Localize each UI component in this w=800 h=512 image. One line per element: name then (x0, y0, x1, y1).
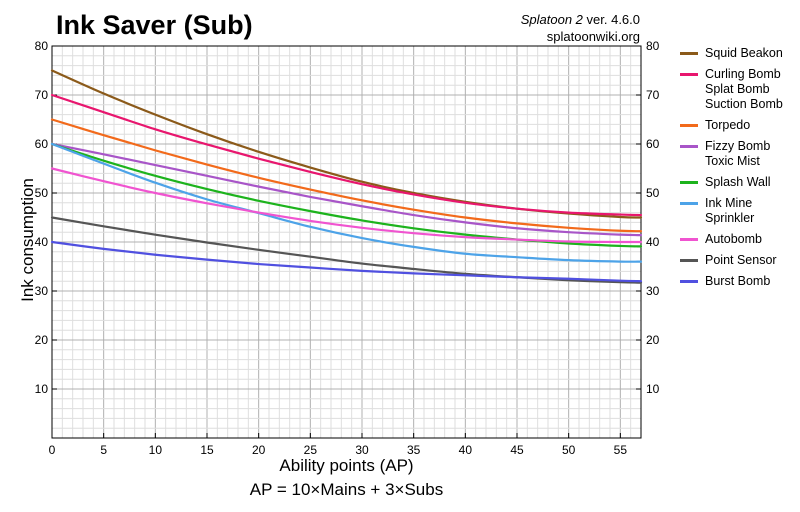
y-tick-label: 60 (35, 137, 49, 151)
legend-swatch (680, 259, 698, 262)
series-line-ink-mine (50, 142, 643, 263)
x-tick-label: 10 (149, 443, 163, 457)
legend-item-torpedo: Torpedo (680, 118, 798, 133)
legend-item-splash-wall: Splash Wall (680, 175, 798, 190)
series-line-fizzy-bomb (50, 142, 643, 237)
x-tick-label: 0 (49, 443, 56, 457)
y-tick-label-right: 20 (646, 333, 660, 347)
x-tick-label: 20 (252, 443, 266, 457)
legend-label: Burst Bomb (705, 274, 771, 288)
legend-label: Fizzy Bomb Toxic Mist (705, 139, 771, 168)
legend-label: Torpedo (705, 118, 751, 132)
y-tick-label: 40 (35, 235, 49, 249)
x-axis-label: Ability points (AP) (279, 456, 414, 475)
y-tick-label: 70 (35, 88, 49, 102)
x-tick-label: 55 (614, 443, 628, 457)
y-tick-label: 30 (35, 284, 49, 298)
legend-label: Autobomb (705, 232, 762, 246)
x-tick-label: 45 (510, 443, 524, 457)
legend-label: Squid Beakon (705, 46, 783, 60)
legend-label: Curling Bomb Splat Bomb Suction Bomb (705, 67, 783, 111)
series-line-torpedo (50, 118, 643, 233)
legend-item-burst-bomb: Burst Bomb (680, 274, 798, 289)
legend-swatch (680, 202, 698, 205)
chart-title: Ink Saver (Sub) (56, 10, 253, 40)
legend-swatch (680, 280, 698, 283)
y-tick-label-right: 60 (646, 137, 660, 151)
legend: Squid Beakon Curling Bomb Splat Bomb Suctio… (680, 46, 798, 289)
y-tick-label: 20 (35, 333, 49, 347)
legend-swatch (680, 145, 698, 148)
y-tick-label-right: 30 (646, 284, 660, 298)
site-name: splatoonwiki.org (546, 29, 640, 44)
y-tick-label-right: 70 (646, 88, 660, 102)
legend-item-squid-beakon: Squid Beakon (680, 46, 798, 61)
y-tick-label-right: 50 (646, 186, 660, 200)
y-tick-label-right: 80 (646, 39, 660, 53)
legend-item-fizzy-bomb: Fizzy Bomb Toxic Mist (680, 139, 798, 169)
x-tick-label: 30 (355, 443, 369, 457)
series-line-point-sensor (50, 216, 643, 284)
y-tick-label: 10 (35, 382, 49, 396)
legend-swatch (680, 181, 698, 184)
x-axis-sublabel: AP = 10×Mains + 3×Subs (249, 480, 444, 499)
game-name: Splatoon 2 (520, 12, 583, 27)
legend-label: Splash Wall (705, 175, 771, 189)
legend-item-ink-mine: Ink Mine Sprinkler (680, 196, 798, 226)
series-line-curling-bomb (50, 93, 643, 217)
legend-item-curling-bomb: Curling Bomb Splat Bomb Suction Bomb (680, 67, 798, 112)
y-tick-label: 50 (35, 186, 49, 200)
version-info: Splatoon 2 ver. 4.6.0 splatoonwiki.org (521, 11, 640, 45)
x-tick-label: 15 (200, 443, 214, 457)
legend-label: Ink Mine Sprinkler (705, 196, 755, 225)
x-tick-label: 5 (100, 443, 107, 457)
legend-item-autobomb: Autobomb (680, 232, 798, 247)
series-line-burst-bomb (50, 240, 643, 283)
x-tick-label: 35 (407, 443, 421, 457)
x-tick-label: 25 (304, 443, 318, 457)
legend-swatch (680, 124, 698, 127)
series-line-splash-wall (50, 142, 643, 248)
legend-swatch (680, 73, 698, 76)
y-tick-label: 80 (35, 39, 49, 53)
legend-swatch (680, 52, 698, 55)
legend-label: Point Sensor (705, 253, 777, 267)
x-tick-label: 50 (562, 443, 576, 457)
x-tick-label: 40 (459, 443, 473, 457)
y-tick-label-right: 10 (646, 382, 660, 396)
y-tick-label-right: 40 (646, 235, 660, 249)
y-axis-label: Ink consumption (18, 178, 37, 302)
version-text: ver. 4.6.0 (582, 12, 640, 27)
series-line-autobomb (50, 167, 643, 244)
legend-swatch (680, 238, 698, 241)
legend-item-point-sensor: Point Sensor (680, 253, 798, 268)
